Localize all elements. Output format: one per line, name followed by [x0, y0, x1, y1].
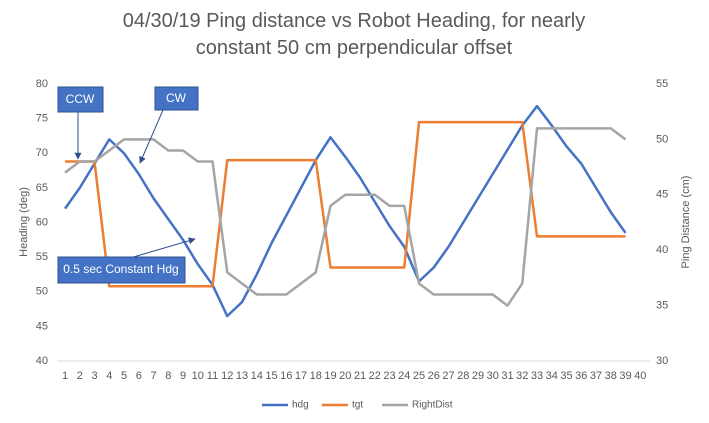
y2-tick-label: 35	[656, 300, 668, 312]
x-tick-label: 35	[560, 370, 572, 382]
x-tick-label: 11	[207, 370, 218, 382]
x-tick-label: 29	[472, 370, 484, 382]
y2-tick-label: 55	[656, 78, 668, 90]
x-tick-label: 10	[192, 370, 204, 382]
legend-label: RightDist	[412, 400, 453, 411]
x-tick-label: 23	[383, 370, 395, 382]
x-tick-label: 4	[106, 370, 112, 382]
x-tick-label: 22	[369, 370, 381, 382]
x-tick-label: 20	[339, 370, 351, 382]
y2-tick-label: 50	[656, 133, 668, 145]
x-tick-label: 38	[605, 370, 617, 382]
x-tick-label: 26	[428, 370, 440, 382]
y2-axis-label: Ping Distance (cm)	[680, 176, 692, 269]
x-tick-label: 24	[398, 370, 410, 382]
y-tick-label: 70	[36, 147, 48, 159]
y-tick-label: 75	[36, 113, 48, 125]
y-tick-label: 45	[36, 320, 48, 332]
x-tick-label: 27	[442, 370, 454, 382]
x-tick-label: 3	[91, 370, 97, 382]
annotation: CW	[166, 91, 187, 105]
y2-tick-label: 40	[656, 244, 668, 256]
y-tick-label: 80	[36, 78, 48, 90]
chart-title: 04/30/19 Ping distance vs Robot Heading,…	[122, 10, 586, 59]
y-tick-label: 40	[36, 355, 48, 367]
arrow	[139, 109, 164, 164]
x-tick-label: 14	[251, 370, 263, 382]
y-tick-label: 65	[36, 182, 48, 194]
x-tick-label: 40	[634, 370, 646, 382]
y-tick-label: 60	[36, 216, 48, 228]
x-tick-label: 15	[265, 370, 277, 382]
annotation-box	[57, 256, 186, 284]
y2-tick-label: 45	[656, 189, 668, 201]
x-tick-label: 39	[619, 370, 631, 382]
x-tick-label: 7	[150, 370, 156, 382]
x-tick-label: 30	[487, 370, 499, 382]
x-tick-label: 28	[457, 370, 469, 382]
x-tick-label: 25	[413, 370, 425, 382]
x-tick-label: 6	[136, 370, 142, 382]
y-tick-label: 55	[36, 251, 48, 263]
annotation: 0.5 sec Constant Hdg	[63, 262, 178, 276]
x-tick-label: 33	[531, 370, 543, 382]
x-tick-label: 18	[310, 370, 322, 382]
x-tick-label: 21	[354, 370, 366, 382]
annotation-box	[154, 86, 199, 111]
arrow	[129, 237, 196, 259]
x-tick-label: 32	[516, 370, 528, 382]
series-line	[64, 127, 627, 307]
y-axis-label: Heading (deg)	[18, 187, 30, 257]
x-tick-label: 12	[221, 370, 233, 382]
y2-tick-label: 30	[656, 355, 668, 367]
series-line	[63, 104, 627, 318]
legend-label: hdg	[292, 400, 309, 411]
series-line	[65, 120, 626, 288]
x-tick-label: 36	[575, 370, 587, 382]
y-tick-label: 50	[36, 286, 48, 298]
annotations: CCW CW 0.5 sec Constant Hdg	[57, 86, 199, 284]
x-tick-label: 34	[546, 370, 558, 382]
x-tick-label: 16	[280, 370, 292, 382]
annotation-box	[57, 86, 104, 113]
annotation: CCW	[66, 92, 95, 106]
x-tick-label: 1	[62, 370, 68, 382]
x-tick-label: 2	[77, 370, 83, 382]
legend-label: tgt	[352, 400, 363, 411]
x-tick-label: 8	[165, 370, 171, 382]
x-tick-label: 37	[590, 370, 602, 382]
x-tick-label: 17	[295, 370, 307, 382]
x-tick-label: 31	[501, 370, 513, 382]
x-tick-label: 9	[180, 370, 186, 382]
x-tick-label: 19	[324, 370, 336, 382]
x-tick-label: 5	[121, 370, 127, 382]
x-tick-label: 13	[236, 370, 248, 382]
